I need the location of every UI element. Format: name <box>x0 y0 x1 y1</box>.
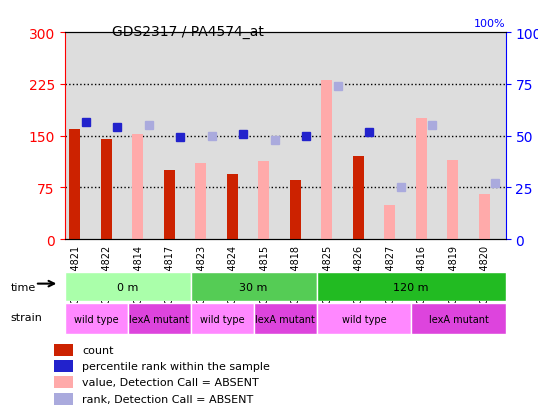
Bar <box>65 273 190 301</box>
Bar <box>190 273 317 301</box>
Bar <box>258 162 270 240</box>
Bar <box>222 33 253 240</box>
Text: 30 m: 30 m <box>239 282 268 292</box>
Bar <box>164 171 175 240</box>
Bar <box>474 33 506 240</box>
Bar <box>384 205 395 240</box>
Text: strain: strain <box>11 312 43 322</box>
Text: value, Detection Call = ABSENT: value, Detection Call = ABSENT <box>82 377 259 387</box>
Text: lexA mutant: lexA mutant <box>129 314 189 324</box>
Bar <box>159 33 190 240</box>
Bar <box>101 140 112 240</box>
Bar <box>290 181 301 240</box>
Bar <box>285 33 317 240</box>
Bar <box>69 129 80 240</box>
Bar <box>65 33 96 240</box>
Bar <box>54 360 73 372</box>
Bar <box>190 33 222 240</box>
Text: rank, Detection Call = ABSENT: rank, Detection Call = ABSENT <box>82 394 253 404</box>
Bar <box>253 304 317 335</box>
Text: time: time <box>11 282 36 292</box>
Bar <box>448 160 458 240</box>
Text: count: count <box>82 345 114 355</box>
Bar <box>190 304 253 335</box>
Bar <box>317 273 506 301</box>
Bar <box>348 33 380 240</box>
Bar <box>479 195 490 240</box>
Bar <box>195 164 207 240</box>
Text: percentile rank within the sample: percentile rank within the sample <box>82 361 270 371</box>
Text: lexA mutant: lexA mutant <box>255 314 315 324</box>
Bar <box>132 134 143 240</box>
Text: lexA mutant: lexA mutant <box>428 314 489 324</box>
Text: wild type: wild type <box>342 314 386 324</box>
Text: 100%: 100% <box>474 19 506 29</box>
Bar <box>54 377 73 389</box>
Bar <box>128 33 159 240</box>
Bar <box>54 344 73 356</box>
Bar <box>380 33 411 240</box>
Bar <box>411 33 443 240</box>
Bar <box>54 393 73 405</box>
Bar <box>128 304 190 335</box>
Bar <box>321 81 332 240</box>
Bar <box>443 33 474 240</box>
Bar <box>317 33 348 240</box>
Bar <box>416 119 427 240</box>
Bar <box>227 174 238 240</box>
Text: 0 m: 0 m <box>117 282 138 292</box>
Text: wild type: wild type <box>200 314 244 324</box>
Bar <box>96 33 128 240</box>
Bar <box>353 157 364 240</box>
Bar <box>317 304 411 335</box>
Text: 120 m: 120 m <box>393 282 429 292</box>
Bar <box>411 304 506 335</box>
Text: GDS2317 / PA4574_at: GDS2317 / PA4574_at <box>112 25 264 39</box>
Bar <box>253 33 285 240</box>
Bar <box>65 304 128 335</box>
Text: wild type: wild type <box>74 314 118 324</box>
